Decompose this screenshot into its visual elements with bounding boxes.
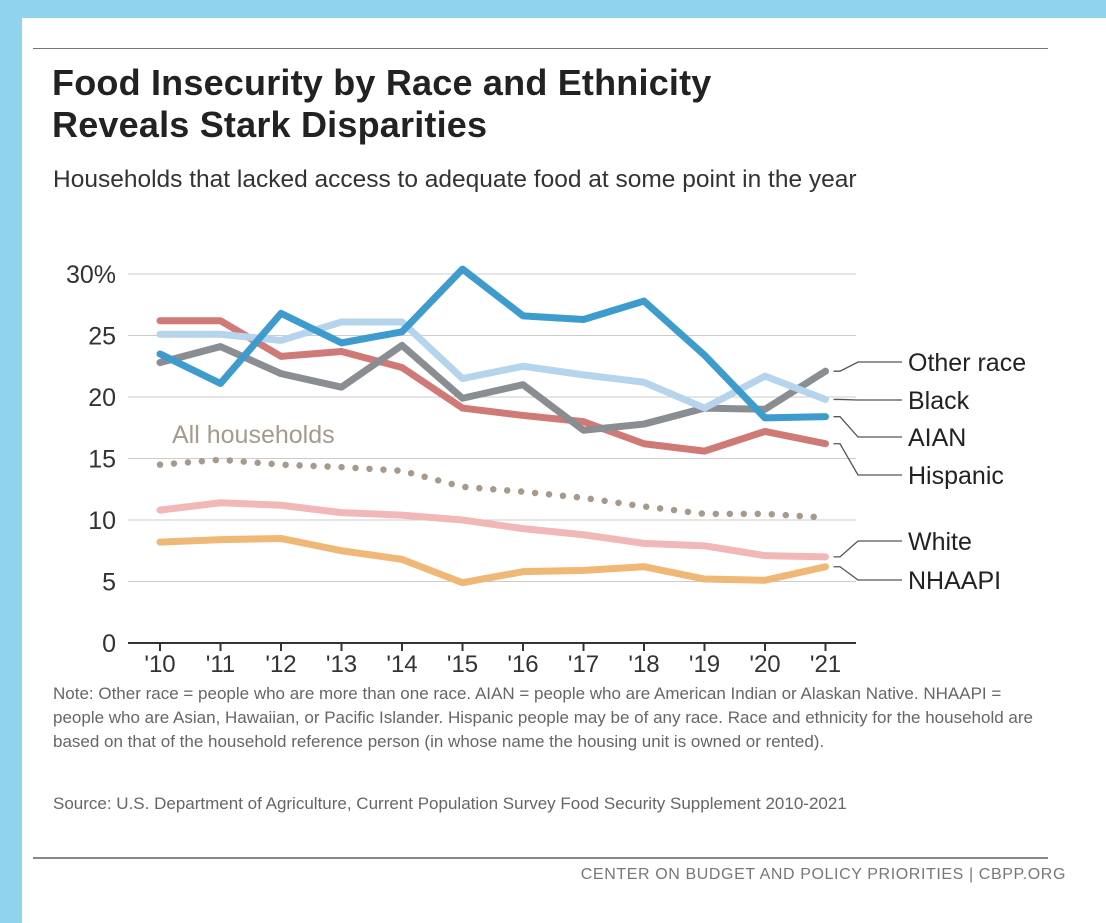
legend-label-white: White: [908, 528, 972, 556]
x-tick-label: '16: [507, 651, 538, 678]
series-line-aian: [156, 265, 829, 422]
chart-source: Source: U.S. Department of Agriculture, …: [53, 794, 847, 813]
y-tick-label: 15: [88, 446, 116, 474]
chart-card: [22, 18, 1106, 923]
series-line-white: [156, 499, 829, 561]
leader-line-nhaapi: [833, 566, 902, 581]
x-tick-label: '19: [689, 651, 720, 678]
title-line-1: Food Insecurity by Race and Ethnicity: [52, 62, 712, 103]
legend-label-hispanic: Hispanic: [908, 462, 1004, 490]
y-tick-label: 30%: [66, 261, 116, 289]
y-tick-label: 10: [88, 507, 116, 535]
leader-line-aian: [833, 416, 902, 438]
series-line-hispanic: [156, 317, 829, 455]
x-tick-label: '17: [568, 651, 599, 678]
series-line-black: [156, 318, 829, 412]
x-tick-label: '18: [628, 651, 659, 678]
leader-line-hispanic: [833, 443, 902, 476]
x-tick-label: '11: [206, 651, 236, 678]
series-line-nhaapi: [156, 534, 829, 587]
y-tick-label: 0: [102, 630, 116, 658]
x-tick-label: '21: [810, 651, 841, 678]
x-tick-label: '13: [326, 651, 357, 678]
title-line-2: Reveals Stark Disparities: [52, 104, 488, 145]
x-tick-label: '15: [447, 651, 478, 678]
x-tick-label: '14: [386, 651, 417, 678]
annotation-all-households: All households: [172, 421, 335, 449]
legend-label-black: Black: [908, 387, 970, 415]
y-tick-label: 25: [88, 323, 116, 351]
leader-line-black: [833, 398, 902, 401]
top-divider: [33, 48, 1048, 49]
x-tick-label: '12: [265, 651, 296, 678]
chart-subtitle: Households that lacked access to adequat…: [53, 166, 857, 193]
leader-line-other-race: [833, 361, 902, 372]
series-line-other-race: [156, 341, 829, 434]
chart-title: Food Insecurity by Race and Ethnicity Re…: [52, 62, 1052, 146]
y-tick-label: 5: [102, 569, 116, 597]
leader-line-white: [833, 540, 902, 558]
y-tick-label: 20: [88, 384, 116, 412]
chart-note: Note: Other race = people who are more t…: [53, 684, 1033, 751]
legend-label-aian: AIAN: [908, 424, 966, 452]
legend-label-other-race: Other race: [908, 349, 1026, 377]
bottom-divider: [33, 857, 1048, 859]
x-tick-label: '20: [749, 651, 780, 678]
legend-label-nhaapi: NHAAPI: [908, 567, 1001, 595]
series-line-all-households: [156, 456, 829, 521]
footer-credit: CENTER ON BUDGET AND POLICY PRIORITIES |…: [580, 866, 1066, 883]
x-tick-label: '10: [144, 651, 175, 678]
